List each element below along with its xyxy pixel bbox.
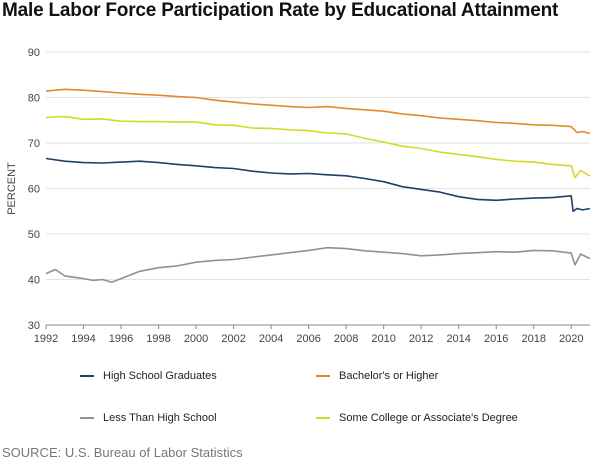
legend-item-0: High School Graduates xyxy=(80,370,217,382)
x-tick-2012: 2012 xyxy=(409,333,433,345)
y-tick-50: 50 xyxy=(28,229,40,241)
series-line-2 xyxy=(45,246,591,284)
y-axis-label: PERCENT xyxy=(6,162,18,215)
chart-title: Male Labor Force Participation Rate by E… xyxy=(2,0,559,21)
gridlines xyxy=(46,51,590,280)
legend-label-1: Bachelor's or Higher xyxy=(339,370,439,382)
x-tick-2018: 2018 xyxy=(521,333,545,345)
y-axis-ticks: 30 40 50 60 70 80 90 xyxy=(28,47,40,332)
x-tick-2006: 2006 xyxy=(296,333,320,345)
series-lines xyxy=(45,88,591,284)
legend-label-0: High School Graduates xyxy=(103,370,217,382)
series-line-3 xyxy=(45,115,591,179)
x-tick-1992: 1992 xyxy=(34,333,58,345)
x-tick-2020: 2020 xyxy=(559,333,583,345)
series-line-1 xyxy=(45,88,591,135)
source-note: SOURCE: U.S. Bureau of Labor Statistics xyxy=(2,445,243,460)
y-tick-70: 70 xyxy=(28,138,40,150)
x-tick-2000: 2000 xyxy=(184,333,208,345)
x-tick-2002: 2002 xyxy=(221,333,245,345)
legend-swatch-1 xyxy=(316,375,330,377)
y-tick-80: 80 xyxy=(28,93,40,105)
y-tick-90: 90 xyxy=(28,47,40,59)
legend-label-3: Some College or Associate's Degree xyxy=(339,412,518,424)
legend-swatch-0 xyxy=(80,375,94,377)
x-tick-2004: 2004 xyxy=(259,333,283,345)
y-tick-30: 30 xyxy=(28,320,40,332)
x-axis-ticks: 1992 1994 1996 1998 2000 2002 2004 2006 2008 2010… xyxy=(34,325,583,345)
y-tick-40: 40 xyxy=(28,275,40,287)
x-tick-2008: 2008 xyxy=(334,333,358,345)
x-tick-2010: 2010 xyxy=(371,333,395,345)
legend-swatch-3 xyxy=(316,417,330,419)
x-tick-2016: 2016 xyxy=(484,333,508,345)
x-tick-1996: 1996 xyxy=(109,333,133,345)
legend-item-2: Less Than High School xyxy=(80,412,217,424)
legend-item-1: Bachelor's or Higher xyxy=(316,370,438,382)
series-line-0 xyxy=(45,157,591,213)
x-tick-2014: 2014 xyxy=(446,333,470,345)
x-tick-1994: 1994 xyxy=(71,333,95,345)
legend-swatch-2 xyxy=(80,417,94,419)
legend-item-3: Some College or Associate's Degree xyxy=(316,412,518,424)
legend-label-2: Less Than High School xyxy=(103,412,217,424)
y-tick-60: 60 xyxy=(28,184,40,196)
x-tick-1998: 1998 xyxy=(146,333,170,345)
